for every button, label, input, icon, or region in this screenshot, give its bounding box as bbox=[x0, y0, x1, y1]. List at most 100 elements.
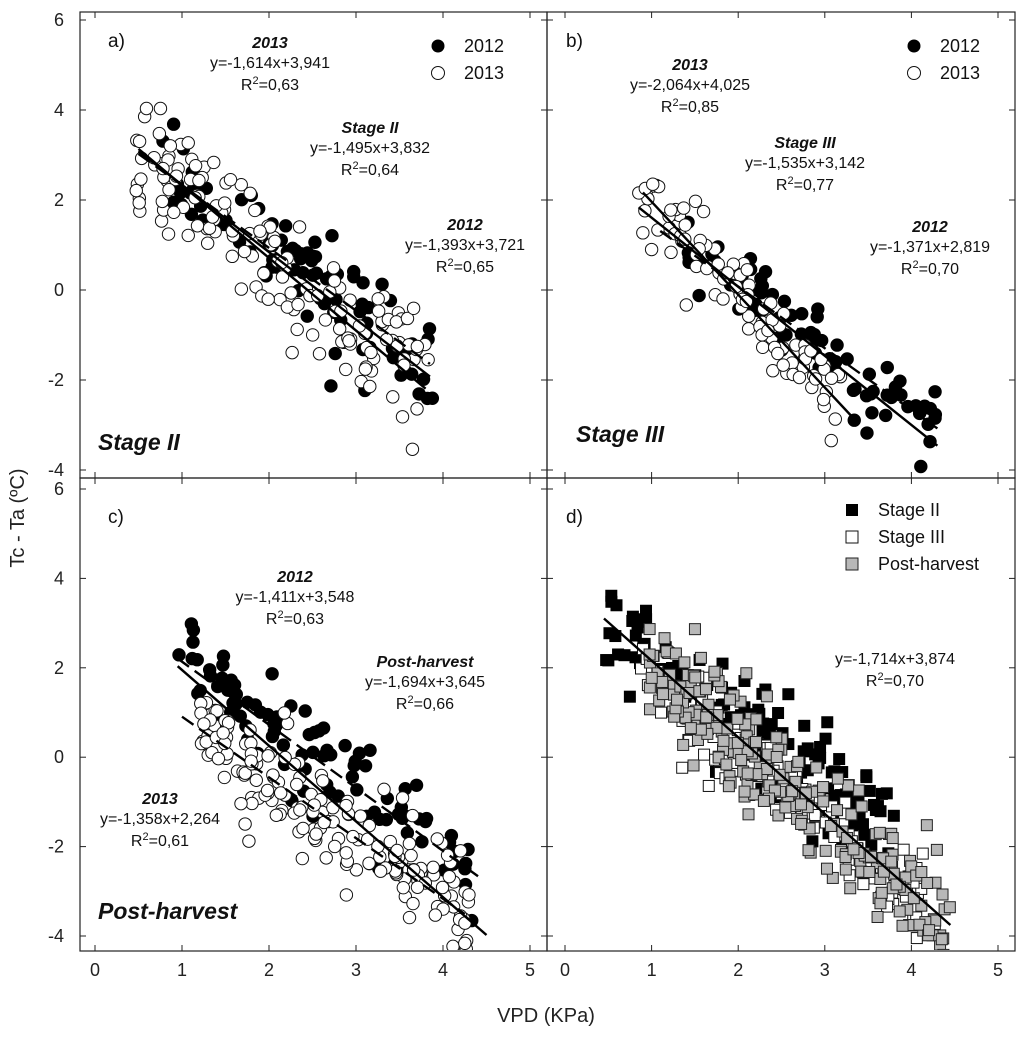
x-tick-label: 4 bbox=[906, 960, 916, 980]
point-2013 bbox=[332, 322, 347, 336]
point-post-harvest bbox=[717, 734, 730, 747]
panel-b: b) Stage III 2013 y=-2,064x+4,025 R2=0,85 Sta… bbox=[546, 11, 1016, 479]
point-2012 bbox=[278, 219, 293, 233]
regression-annotation: Stage II y=-1,495x+3,832 R2=0,64 bbox=[310, 120, 430, 179]
point-2012 bbox=[265, 667, 279, 681]
point-post-harvest bbox=[750, 713, 763, 726]
point-2013 bbox=[406, 301, 421, 315]
annotation-equation: y=-1,694x+3,645 bbox=[365, 674, 485, 691]
point-stage-ii bbox=[887, 809, 900, 822]
fit-line-2012 bbox=[659, 230, 939, 430]
point-2013 bbox=[677, 201, 691, 215]
point-2013 bbox=[664, 203, 678, 217]
point-2013 bbox=[200, 236, 215, 250]
point-2013 bbox=[771, 346, 785, 361]
annotation-equation: y=-1,535x+3,142 bbox=[745, 155, 865, 172]
point-post-harvest bbox=[855, 800, 868, 813]
point-2013 bbox=[296, 821, 310, 836]
point-2013 bbox=[664, 245, 678, 260]
point-2013 bbox=[396, 880, 411, 895]
point-2013 bbox=[261, 292, 275, 306]
point-stage-ii bbox=[801, 742, 814, 755]
point-2012 bbox=[294, 247, 309, 261]
point-2012 bbox=[276, 738, 291, 752]
point-post-harvest bbox=[936, 888, 949, 901]
legend-label: 2013 bbox=[464, 63, 504, 83]
point-2013 bbox=[400, 311, 415, 326]
point-post-harvest bbox=[669, 647, 682, 660]
point-2013 bbox=[327, 839, 342, 854]
point-stage-iii bbox=[897, 843, 910, 856]
point-2013 bbox=[339, 888, 354, 902]
point-post-harvest bbox=[820, 862, 833, 875]
point-post-harvest bbox=[886, 832, 899, 845]
x-tick-label: 0 bbox=[560, 960, 570, 980]
point-2013 bbox=[238, 766, 252, 780]
point-2013 bbox=[154, 214, 169, 228]
y-tick-label: 0 bbox=[54, 280, 64, 300]
point-2013 bbox=[257, 266, 271, 281]
point-2012 bbox=[367, 805, 382, 819]
point-post-harvest bbox=[907, 892, 920, 905]
point-post-harvest bbox=[671, 693, 684, 706]
legend: 2012 2013 bbox=[907, 36, 980, 83]
point-2013 bbox=[679, 298, 693, 312]
regression-annotation: 2012 y=-1,393x+3,721 R2=0,65 bbox=[405, 217, 525, 276]
annotation-equation: y=-1,714x+3,874 bbox=[835, 651, 955, 668]
point-2012 bbox=[928, 385, 942, 399]
point-2013 bbox=[243, 186, 257, 201]
point-post-harvest bbox=[722, 780, 735, 793]
legend-marker bbox=[845, 530, 859, 544]
point-2013 bbox=[132, 134, 147, 149]
point-stage-ii bbox=[860, 771, 873, 784]
point-stage-ii bbox=[623, 690, 636, 703]
point-post-harvest bbox=[738, 785, 751, 798]
legend-marker bbox=[846, 504, 858, 516]
y-tick-label: 6 bbox=[54, 10, 64, 30]
annotation-equation: y=-1,371x+2,819 bbox=[870, 239, 990, 256]
point-2013 bbox=[395, 791, 410, 805]
point-2012 bbox=[810, 310, 824, 324]
point-post-harvest bbox=[890, 878, 903, 891]
point-stage-iii bbox=[808, 808, 821, 821]
point-2013 bbox=[410, 880, 425, 894]
point-post-harvest bbox=[710, 721, 723, 734]
point-2013 bbox=[234, 177, 248, 192]
point-post-harvest bbox=[757, 794, 770, 807]
annotation-equation: y=-1,393x+3,721 bbox=[405, 237, 525, 254]
point-2012 bbox=[186, 635, 200, 649]
point-2013 bbox=[741, 322, 756, 336]
point-stage-ii bbox=[602, 654, 615, 667]
point-post-harvest bbox=[839, 851, 852, 864]
point-2013 bbox=[383, 834, 397, 849]
point-post-harvest bbox=[926, 968, 937, 979]
point-post-harvest bbox=[795, 817, 808, 830]
point-post-harvest bbox=[923, 924, 936, 937]
point-post-harvest bbox=[699, 683, 712, 696]
y-tick-label: -2 bbox=[48, 370, 64, 390]
point-2013 bbox=[234, 796, 248, 811]
point-2013 bbox=[739, 294, 754, 309]
point-stage-iii bbox=[857, 878, 870, 891]
point-2013 bbox=[318, 313, 333, 327]
point-2013 bbox=[410, 339, 425, 354]
point-2012 bbox=[202, 663, 217, 677]
point-post-harvest bbox=[935, 933, 948, 946]
regression-annotation: Post-harvest y=-1,694x+3,645 R2=0,66 bbox=[365, 654, 485, 713]
point-2012 bbox=[758, 265, 773, 279]
point-2012 bbox=[692, 288, 706, 303]
point-post-harvest bbox=[772, 809, 785, 822]
point-stage-iii bbox=[702, 779, 715, 792]
point-post-harvest bbox=[877, 865, 890, 878]
point-2013 bbox=[181, 228, 195, 243]
point-2013 bbox=[197, 717, 211, 731]
point-2013 bbox=[646, 177, 660, 191]
point-post-harvest bbox=[893, 905, 906, 918]
fit-line-2013 bbox=[642, 191, 852, 417]
point-2013 bbox=[716, 292, 730, 306]
point-2012 bbox=[305, 249, 320, 263]
point-2013 bbox=[319, 851, 333, 865]
annotation-equation: y=-1,411x+3,548 bbox=[236, 589, 355, 606]
point-2013 bbox=[327, 274, 342, 288]
